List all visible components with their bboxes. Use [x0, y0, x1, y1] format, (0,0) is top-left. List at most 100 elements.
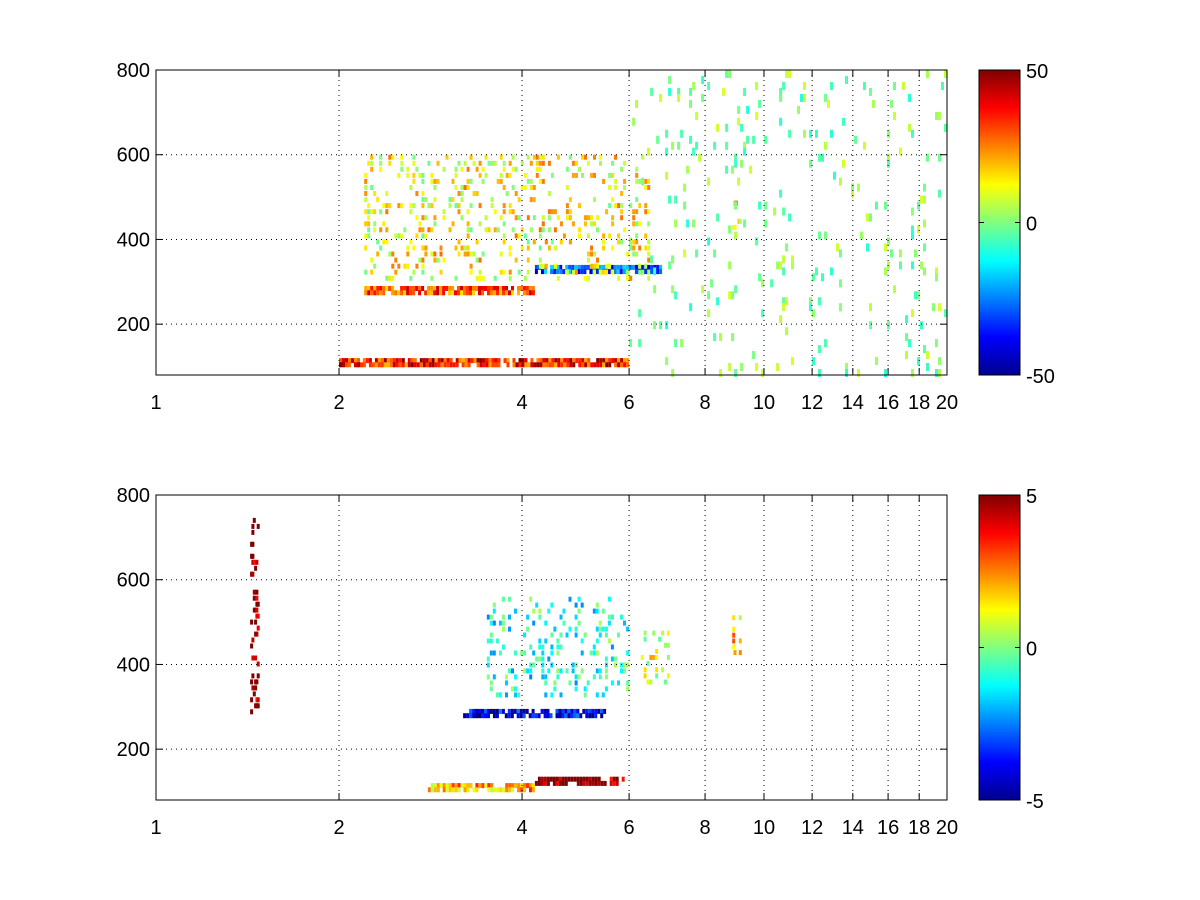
heatmap-cell — [478, 783, 482, 789]
heatmap-cell — [586, 264, 590, 270]
heatmap-cell — [649, 655, 653, 660]
x-tick-label: 6 — [624, 817, 635, 839]
heatmap-cell — [392, 362, 396, 368]
heatmap-cell — [548, 358, 552, 364]
heatmap-cell — [553, 680, 557, 686]
heatmap-cell — [531, 787, 535, 793]
heatmap-cell — [785, 297, 789, 306]
heatmap-cell — [550, 209, 554, 215]
heatmap-cell — [550, 264, 554, 270]
heatmap-cell — [776, 261, 780, 270]
heatmap-cell — [451, 221, 455, 227]
heatmap-cell — [457, 787, 461, 793]
heatmap-cell — [668, 76, 672, 84]
heatmap-cell — [920, 261, 923, 270]
heatmap-cell — [442, 215, 446, 221]
heatmap-cell — [610, 614, 614, 620]
heatmap-cell — [719, 369, 723, 377]
heatmap-cell — [508, 596, 511, 602]
heatmap-cell — [529, 644, 533, 650]
heatmap-cell — [575, 160, 578, 166]
heatmap-cell — [502, 269, 506, 275]
heatmap-cell — [415, 286, 419, 291]
heatmap-cell — [466, 178, 470, 184]
heatmap-cell — [514, 608, 517, 614]
heatmap-cell — [635, 178, 639, 184]
heatmap-cell — [451, 290, 455, 296]
heatmap-cell — [632, 209, 636, 215]
heatmap-cell — [908, 123, 911, 132]
heatmap-cell — [424, 245, 428, 251]
heatmap-cell — [571, 668, 575, 674]
heatmap-cell — [604, 686, 608, 692]
heatmap-cell — [538, 263, 542, 269]
heatmap-cell — [587, 362, 591, 368]
heatmap-cell — [671, 255, 675, 264]
heatmap-cell — [899, 249, 902, 258]
heatmap-cell — [457, 203, 461, 209]
heatmap-cell — [490, 160, 494, 166]
heatmap-cell — [556, 638, 560, 644]
heatmap-cell — [497, 358, 501, 364]
heatmap-cell — [656, 135, 660, 144]
heatmap-cell — [377, 358, 381, 364]
heatmap-cell — [472, 191, 476, 196]
heatmap-cell — [728, 363, 732, 371]
heatmap-cell — [683, 249, 687, 258]
heatmap-cell — [442, 787, 446, 793]
heatmap-cell — [620, 209, 624, 215]
heatmap-cell — [911, 129, 914, 138]
heatmap-cell — [596, 215, 599, 221]
heatmap-cell — [758, 201, 762, 210]
heatmap-cell — [413, 362, 417, 368]
heatmap-cell — [574, 614, 578, 620]
heatmap-cell — [476, 362, 480, 368]
heatmap-cell — [604, 662, 608, 668]
heatmap-cell — [478, 172, 482, 178]
heatmap-cell — [567, 776, 571, 782]
heatmap-cell — [489, 620, 493, 626]
heatmap-cell — [779, 189, 783, 198]
heatmap-cell — [666, 655, 670, 660]
heatmap-cell — [466, 166, 470, 172]
heatmap-cell — [489, 708, 493, 714]
heatmap-cell — [587, 257, 590, 263]
heatmap-cell — [845, 76, 848, 84]
heatmap-cell — [650, 269, 653, 275]
heatmap-cell — [538, 638, 542, 644]
heatmap-cell — [584, 275, 587, 281]
heatmap-cell — [452, 362, 456, 368]
heatmap-cell — [345, 358, 348, 364]
heatmap-cell — [659, 269, 663, 275]
heatmap-cell — [412, 178, 416, 184]
heatmap-cell — [585, 708, 589, 714]
heatmap-cell — [442, 166, 446, 172]
heatmap-cell — [661, 667, 665, 673]
heatmap-cell — [365, 358, 369, 364]
heatmap-cell — [610, 656, 614, 662]
heatmap-cell — [538, 154, 542, 160]
heatmap-cell — [935, 273, 938, 282]
heatmap-cell — [574, 662, 578, 668]
heatmap-cell — [620, 191, 624, 196]
heatmap-cell — [484, 154, 488, 160]
heatmap-cell — [391, 251, 395, 257]
heatmap-cell — [746, 105, 750, 114]
heatmap-cell — [499, 290, 502, 296]
heatmap-cell — [460, 215, 464, 221]
heatmap-cell — [424, 290, 428, 296]
heatmap-cell — [254, 685, 258, 691]
heatmap-cell — [406, 251, 410, 257]
heatmap-cell — [899, 261, 902, 270]
heatmap-cell — [732, 644, 736, 650]
heatmap-cell — [628, 264, 632, 270]
heatmap-cell — [508, 668, 511, 674]
heatmap-cell — [376, 251, 380, 257]
heatmap-cell — [466, 233, 470, 239]
heatmap-cell — [596, 263, 599, 269]
heatmap-cell — [520, 650, 524, 656]
heatmap-cell — [478, 275, 482, 281]
heatmap-cell — [534, 264, 538, 270]
heatmap-cell — [539, 358, 543, 364]
heatmap-cell — [418, 227, 422, 233]
